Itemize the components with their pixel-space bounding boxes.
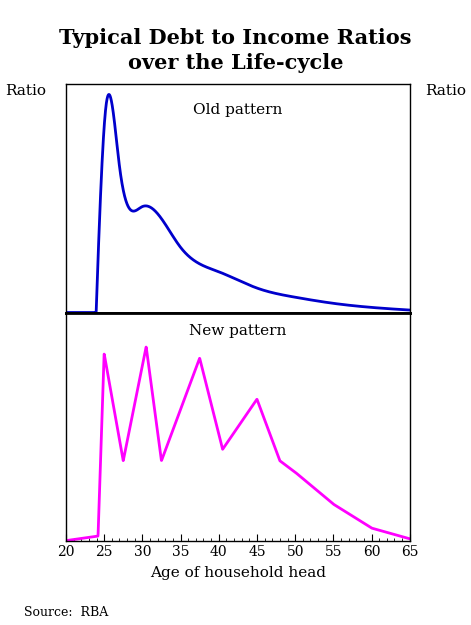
Text: Old pattern: Old pattern — [193, 102, 283, 117]
Text: Ratio: Ratio — [425, 84, 466, 98]
X-axis label: Age of household head: Age of household head — [150, 566, 326, 581]
Text: New pattern: New pattern — [189, 324, 286, 338]
Text: Typical Debt to Income Ratios
over the Life-cycle: Typical Debt to Income Ratios over the L… — [59, 28, 412, 73]
Text: Source:  RBA: Source: RBA — [24, 606, 108, 619]
Text: Ratio: Ratio — [5, 84, 46, 98]
